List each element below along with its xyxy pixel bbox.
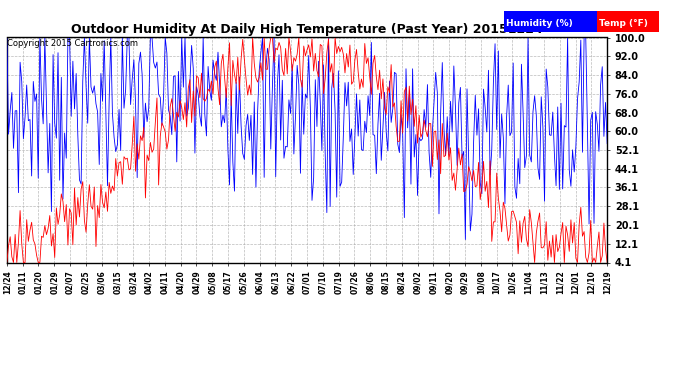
Title: Outdoor Humidity At Daily High Temperature (Past Year) 20151224: Outdoor Humidity At Daily High Temperatu… <box>71 23 543 36</box>
Text: Humidity (%): Humidity (%) <box>506 19 573 28</box>
Text: Temp (°F): Temp (°F) <box>599 19 648 28</box>
Text: Copyright 2015 Cartronics.com: Copyright 2015 Cartronics.com <box>7 39 138 48</box>
